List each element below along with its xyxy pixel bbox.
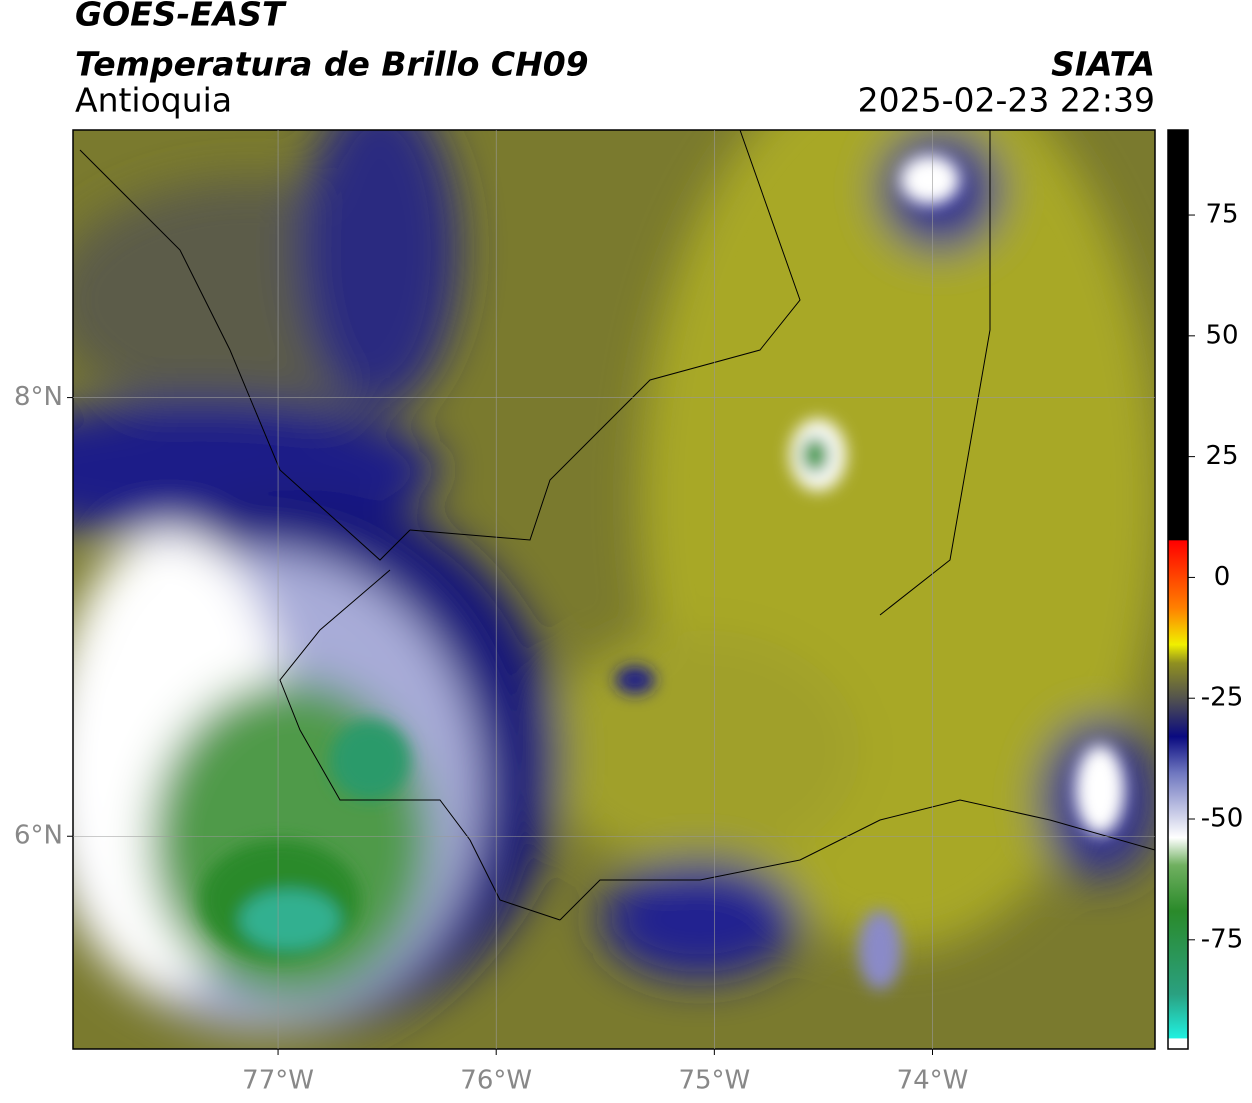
y-tick-label: 6°N — [14, 821, 63, 851]
colorbar-tick-label: 0 — [1214, 562, 1231, 592]
source: SIATA — [1051, 45, 1155, 84]
datetime: 2025-02-23 22:39 — [858, 81, 1155, 120]
y-tick-label: 8°N — [14, 382, 63, 412]
subtitle: Temperatura de Brillo CH09 — [75, 45, 589, 84]
x-tick-label: 76°W — [460, 1066, 532, 1096]
colorbar-tick-label: -75 — [1201, 924, 1243, 954]
region: Antioquia — [75, 81, 232, 120]
x-tick-label: 74°W — [897, 1066, 969, 1096]
title: GOES-EAST — [75, 0, 287, 34]
satellite-image — [73, 130, 1155, 1049]
x-tick-label: 75°W — [678, 1066, 750, 1096]
x-tick-label: 77°W — [242, 1066, 314, 1096]
colorbar-tick-label: -50 — [1201, 804, 1243, 834]
colorbar — [1167, 129, 1189, 1050]
map-frame — [72, 129, 1156, 1050]
colorbar-tick-label: 50 — [1205, 320, 1238, 350]
colorbar-tick-label: 75 — [1205, 200, 1238, 230]
colorbar-tick-label: -25 — [1201, 683, 1243, 713]
colorbar-tick-label: 25 — [1205, 441, 1238, 471]
